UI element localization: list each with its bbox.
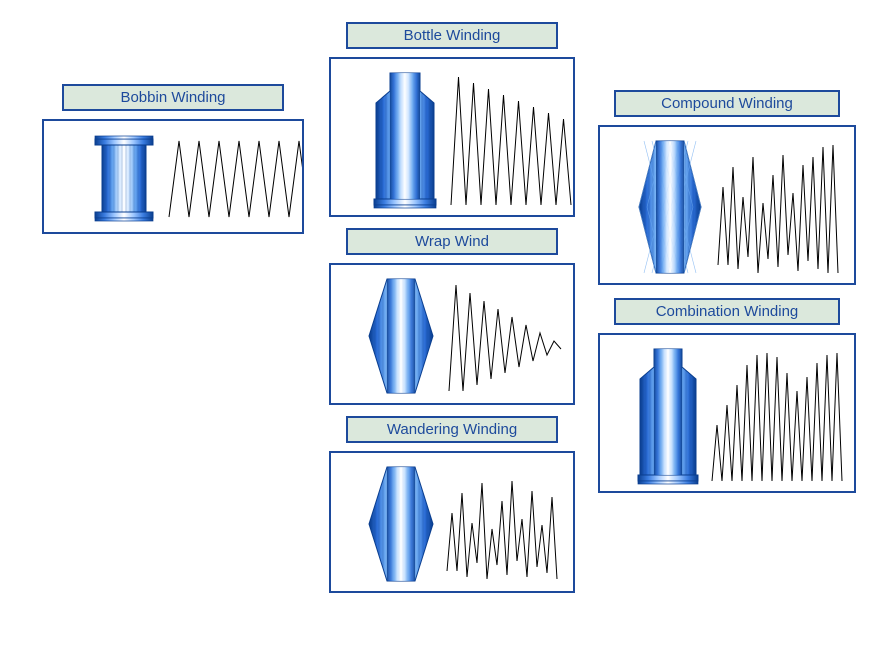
compound-diagram [598, 125, 856, 285]
wrap-diagram [329, 263, 575, 405]
bottle-title: Bottle Winding [346, 22, 558, 49]
combination-title: Combination Winding [614, 298, 840, 325]
compound-title: Compound Winding [614, 90, 840, 117]
bobbin-title: Bobbin Winding [62, 84, 284, 111]
wandering-title: Wandering Winding [346, 416, 558, 443]
wandering-diagram [329, 451, 575, 593]
wrap-title: Wrap Wind [346, 228, 558, 255]
bottle-diagram [329, 57, 575, 217]
combination-diagram [598, 333, 856, 493]
bobbin-diagram [42, 119, 304, 234]
